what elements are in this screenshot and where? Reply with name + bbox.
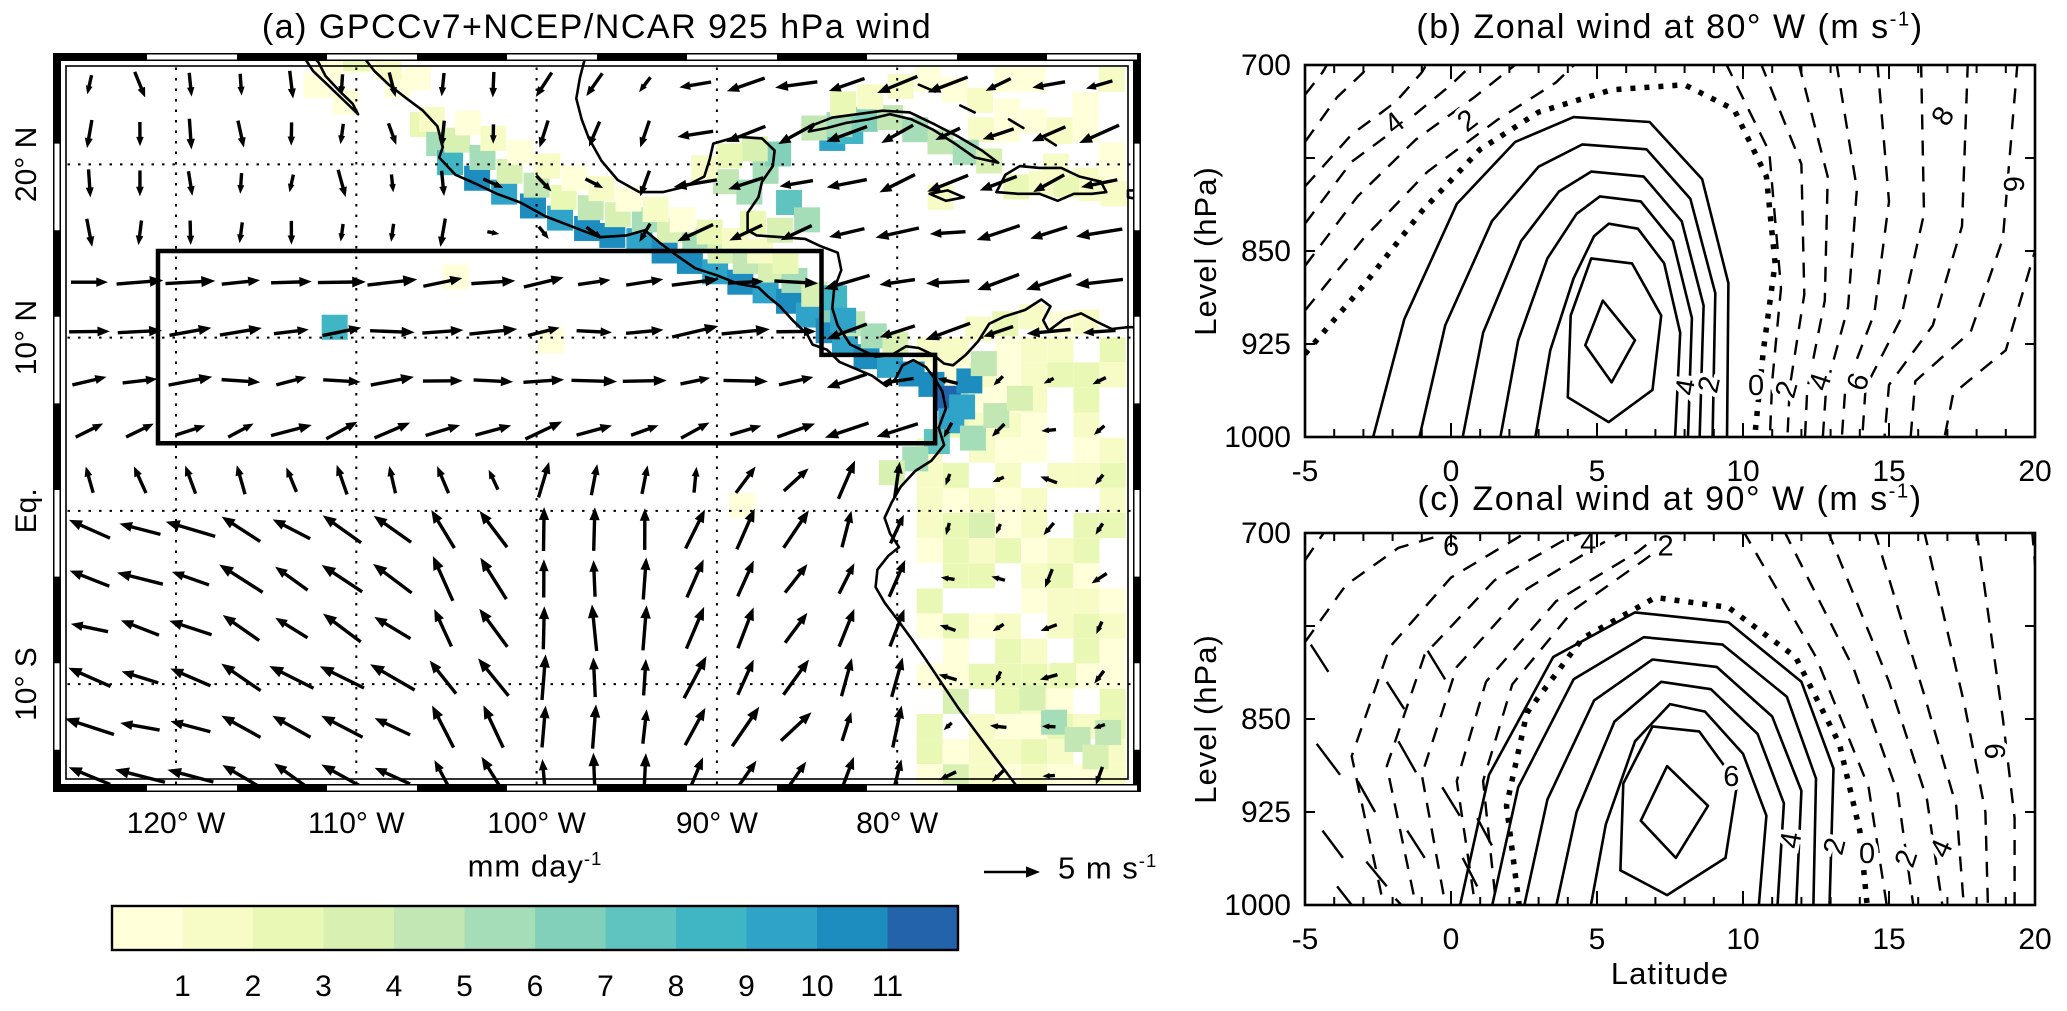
svg-text:120° W: 120° W <box>127 807 226 840</box>
map-axis-labels: 120° W 110° W 100° W 90° W 80° W 20° N 10° N Eq… <box>10 127 939 840</box>
svg-text:2: 2 <box>245 970 262 1003</box>
svg-text:9: 9 <box>738 970 755 1003</box>
svg-text:110° W: 110° W <box>308 807 405 840</box>
panel-c-axes <box>1303 531 2037 907</box>
svg-text:700: 700 <box>1241 49 1291 82</box>
svg-text:0: 0 <box>1748 370 1764 402</box>
svg-text:2: 2 <box>1658 531 1674 563</box>
colorbar: 1 2 3 4 5 6 7 8 9 10 11 <box>110 904 960 1003</box>
svg-text:-5: -5 <box>1292 923 1319 956</box>
svg-text:7: 7 <box>597 970 614 1003</box>
panel-b-axes <box>1303 63 2037 439</box>
panel-c-ylabel: Level (hPa) <box>1188 634 1223 804</box>
panel-c-xlabel: Latitude <box>1610 956 1730 991</box>
svg-text:1: 1 <box>174 970 191 1003</box>
svg-text:8: 8 <box>1925 101 1961 131</box>
svg-text:10: 10 <box>1726 923 1759 956</box>
svg-text:-5: -5 <box>1292 455 1319 488</box>
svg-text:3: 3 <box>315 970 332 1003</box>
precip-shading <box>303 57 1127 788</box>
svg-text:80° W: 80° W <box>856 807 939 840</box>
svg-text:4: 4 <box>1580 528 1596 560</box>
reference-vector-label: 5 m s-1 <box>1058 850 1158 886</box>
svg-text:20° N: 20° N <box>10 127 43 202</box>
svg-text:15: 15 <box>1872 923 1905 956</box>
svg-text:850: 850 <box>1241 703 1291 736</box>
svg-text:2: 2 <box>1451 103 1483 138</box>
svg-text:20: 20 <box>2018 455 2051 488</box>
svg-text:5: 5 <box>456 970 473 1003</box>
svg-text:4: 4 <box>1803 369 1838 394</box>
svg-text:4: 4 <box>1924 835 1960 863</box>
svg-text:5: 5 <box>1589 455 1606 488</box>
svg-text:0: 0 <box>1443 923 1460 956</box>
svg-text:4: 4 <box>386 970 403 1003</box>
svg-text:10: 10 <box>1726 455 1759 488</box>
svg-text:11: 11 <box>872 970 903 1003</box>
svg-text:10° S: 10° S <box>10 647 43 721</box>
svg-text:100° W: 100° W <box>487 807 586 840</box>
svg-text:2: 2 <box>1818 835 1853 858</box>
svg-text:10: 10 <box>800 970 833 1003</box>
svg-text:4: 4 <box>1774 830 1808 851</box>
svg-text:6: 6 <box>1841 369 1877 395</box>
svg-text:850: 850 <box>1241 235 1291 268</box>
panel-a-title: (a) GPCCv7+NCEP/NCAR 925 hPa wind <box>261 8 933 46</box>
svg-text:6: 6 <box>1723 761 1739 793</box>
svg-text:925: 925 <box>1241 328 1291 361</box>
averaging-box <box>155 248 938 446</box>
svg-text:2: 2 <box>1769 378 1804 402</box>
svg-text:1000: 1000 <box>1224 421 1291 454</box>
svg-text:5: 5 <box>1589 923 1606 956</box>
reference-vector-arrow <box>984 866 1040 878</box>
svg-text:4: 4 <box>1378 106 1410 141</box>
svg-text:6: 6 <box>1978 743 2010 759</box>
svg-text:0: 0 <box>1859 838 1875 870</box>
svg-text:15: 15 <box>1872 455 1905 488</box>
panel-c-contours <box>1305 533 2035 905</box>
colorbar-label: mm day-1 <box>467 848 603 884</box>
svg-text:0: 0 <box>1443 455 1460 488</box>
svg-text:925: 925 <box>1241 796 1291 829</box>
svg-text:1000: 1000 <box>1224 889 1291 922</box>
panel-b-contours <box>1305 65 2035 437</box>
svg-text:8: 8 <box>668 970 685 1003</box>
svg-text:700: 700 <box>1241 517 1291 550</box>
svg-text:10° N: 10° N <box>10 300 43 375</box>
svg-text:Eq.: Eq. <box>10 488 43 533</box>
svg-text:6: 6 <box>527 970 544 1003</box>
svg-text:20: 20 <box>2018 923 2051 956</box>
panel-b-ylabel: Level (hPa) <box>1188 166 1223 336</box>
panel-c-title: (c) Zonal wind at 90° W (m s-1) <box>1417 480 1923 518</box>
panel-b-title: (b) Zonal wind at 80° W (m s-1) <box>1416 8 1924 46</box>
map-frame <box>53 53 1141 792</box>
svg-text:6: 6 <box>1997 176 2029 192</box>
svg-text:90° W: 90° W <box>676 807 759 840</box>
panel-c-contour-labels: 6 4 264 2 0 2 46 <box>1438 524 2014 876</box>
